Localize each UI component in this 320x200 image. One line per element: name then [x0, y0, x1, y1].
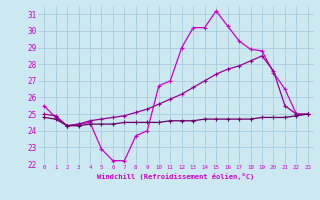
X-axis label: Windchill (Refroidissement éolien,°C): Windchill (Refroidissement éolien,°C) [97, 173, 255, 180]
